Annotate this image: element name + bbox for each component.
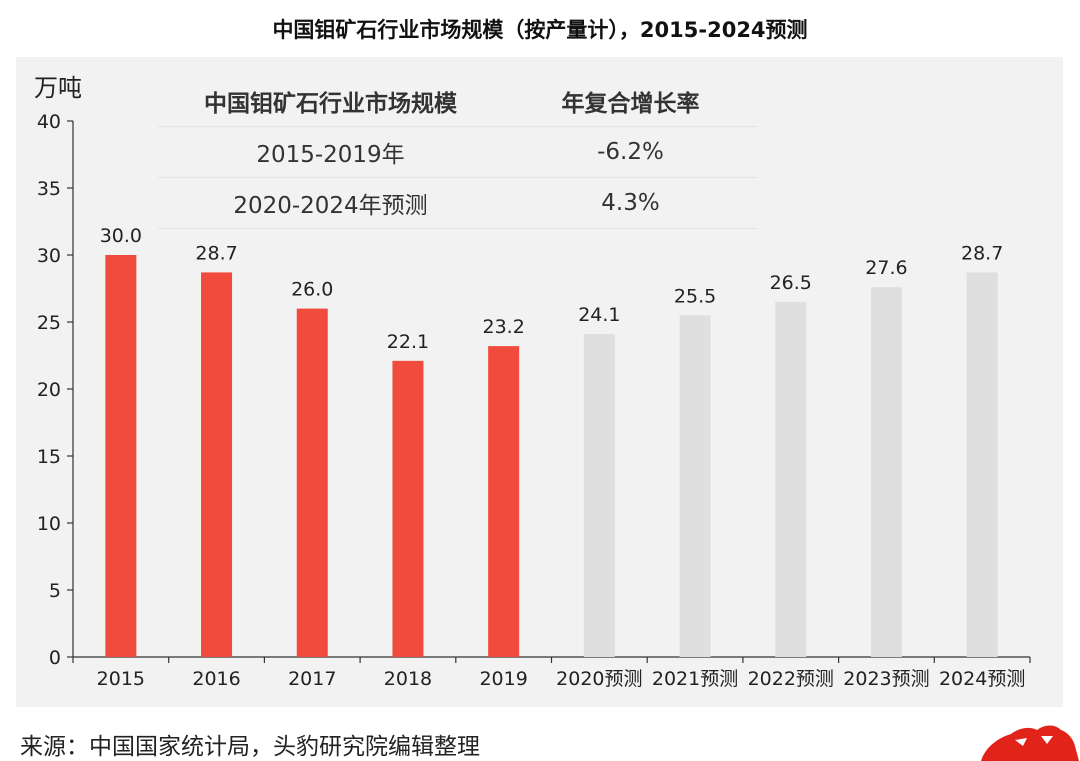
bar-2018 [392, 360, 424, 657]
chart-title: 中国钼矿石行业市场规模（按产量计），2015-2024预测 [272, 18, 808, 42]
x-tick-label: 2020预测 [556, 668, 642, 690]
y-tick-label: 0 [49, 647, 61, 669]
data-label: 28.7 [195, 242, 237, 264]
bar-2017 [296, 308, 328, 657]
data-label: 26.0 [291, 279, 333, 301]
bar-2020预测 [583, 334, 615, 657]
bar-2015 [105, 255, 137, 657]
data-label: 22.1 [387, 331, 429, 353]
x-tick-label: 2017 [288, 668, 336, 690]
data-label: 25.5 [674, 285, 716, 307]
bar-2023预测 [870, 287, 902, 657]
bar-2022预测 [775, 301, 807, 657]
x-tick-label: 2016 [192, 668, 240, 690]
y-tick-label: 5 [49, 580, 61, 602]
bar-2016 [201, 272, 233, 657]
y-tick-label: 20 [37, 379, 61, 401]
cagr-value: -6.2% [503, 126, 758, 178]
data-label: 26.5 [770, 272, 812, 294]
y-tick-label: 35 [37, 178, 61, 200]
x-tick-label: 2015 [97, 668, 145, 690]
bar-2021预测 [679, 315, 711, 657]
cagr-table-header: 中国钼矿石行业市场规模 年复合增长率 [158, 76, 758, 127]
cagr-value: 4.3% [503, 177, 758, 229]
data-label: 23.2 [482, 316, 524, 338]
tiger-logo-icon [981, 725, 1079, 761]
y-tick-label: 10 [37, 513, 61, 535]
data-label: 27.6 [865, 257, 907, 279]
table-row: 2015-2019年 -6.2% [158, 126, 758, 178]
cagr-period: 2015-2019年 [158, 126, 503, 178]
cagr-table: 中国钼矿石行业市场规模 年复合增长率 2015-2019年 -6.2% 2020… [158, 76, 758, 229]
bar-2019 [488, 346, 520, 657]
x-tick-label: 2024预测 [939, 668, 1025, 690]
data-label: 24.1 [578, 304, 620, 326]
y-tick-label: 40 [37, 111, 61, 133]
x-tick-label: 2018 [384, 668, 432, 690]
y-tick-label: 30 [37, 245, 61, 267]
y-tick-label: 25 [37, 312, 61, 334]
x-tick-label: 2019 [479, 668, 527, 690]
table-row: 2020-2024年预测 4.3% [158, 177, 758, 229]
x-tick-label: 2021预测 [652, 668, 738, 690]
cagr-header-growth: 年复合增长率 [503, 76, 758, 127]
cagr-period: 2020-2024年预测 [158, 177, 503, 229]
x-tick-label: 2022预测 [748, 668, 834, 690]
data-label: 30.0 [100, 225, 142, 247]
data-label: 28.7 [961, 242, 1003, 264]
x-tick-label: 2023预测 [843, 668, 929, 690]
y-axis-unit: 万吨 [34, 74, 82, 102]
source-note: 来源：中国国家统计局，头豹研究院编辑整理 [20, 734, 480, 760]
y-tick-label: 15 [37, 446, 61, 468]
cagr-header-market: 中国钼矿石行业市场规模 [158, 76, 503, 127]
bar-2024预测 [966, 272, 998, 657]
